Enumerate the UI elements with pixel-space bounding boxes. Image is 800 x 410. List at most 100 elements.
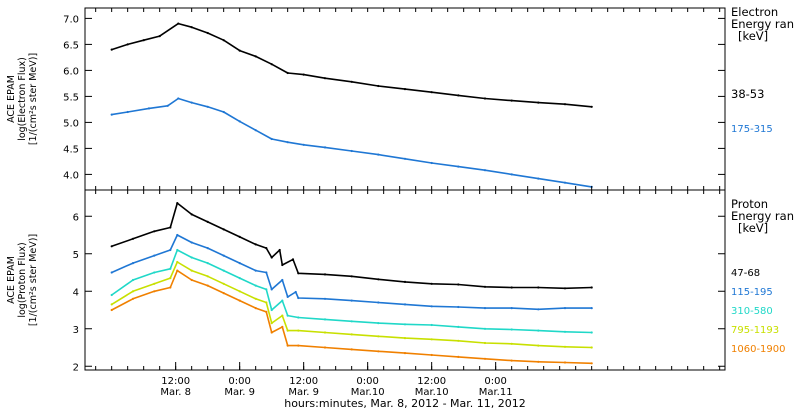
data-point bbox=[265, 271, 268, 274]
legend-title-line: Proton bbox=[731, 197, 768, 211]
data-point bbox=[206, 247, 209, 250]
y-tick-label: 4 bbox=[73, 287, 79, 298]
data-point bbox=[176, 233, 179, 237]
data-point bbox=[590, 362, 593, 365]
data-point bbox=[222, 228, 225, 231]
data-point bbox=[265, 247, 268, 250]
data-point bbox=[190, 101, 193, 104]
data-point bbox=[281, 263, 284, 267]
data-point bbox=[142, 39, 145, 42]
data-point bbox=[457, 283, 460, 286]
y-tick-label: 4.5 bbox=[63, 144, 79, 155]
legend-entry: 795-1193 bbox=[731, 325, 779, 336]
series-line-310-580 bbox=[111, 249, 592, 334]
data-point bbox=[403, 337, 407, 340]
data-point bbox=[238, 299, 241, 302]
data-point bbox=[403, 280, 407, 283]
data-point bbox=[110, 308, 113, 312]
data-point bbox=[457, 94, 460, 97]
data-point bbox=[323, 331, 327, 334]
data-point bbox=[190, 213, 193, 216]
data-point bbox=[281, 325, 284, 328]
legend-entry: 1060-1900 bbox=[731, 344, 786, 355]
data-point bbox=[483, 327, 487, 330]
data-point bbox=[265, 310, 268, 313]
data-point bbox=[377, 84, 380, 88]
y-tick-label: 6.0 bbox=[63, 66, 79, 77]
data-point bbox=[286, 329, 289, 332]
data-point bbox=[169, 286, 172, 289]
data-point bbox=[323, 318, 327, 321]
data-point bbox=[302, 73, 305, 76]
data-point bbox=[222, 254, 225, 257]
data-point bbox=[563, 330, 567, 333]
data-point bbox=[457, 339, 460, 342]
data-point bbox=[110, 48, 113, 51]
data-point bbox=[270, 331, 273, 334]
series-line-175-315 bbox=[111, 97, 592, 188]
data-point bbox=[297, 272, 300, 275]
data-point bbox=[222, 282, 225, 285]
data-point bbox=[206, 31, 209, 35]
data-point bbox=[270, 288, 273, 291]
data-point bbox=[286, 314, 289, 317]
x-tick-date: Mar. 9 bbox=[288, 387, 319, 398]
x-tick-time: 12:00 bbox=[161, 376, 190, 387]
data-point bbox=[297, 329, 300, 332]
data-point bbox=[510, 342, 513, 345]
y-label-rotated: ACE EPAM log(Electron Flux) [1/(cm²s ster … bbox=[6, 53, 39, 145]
data-point bbox=[510, 328, 513, 331]
data-point bbox=[430, 305, 433, 308]
data-point bbox=[110, 293, 113, 297]
data-point bbox=[403, 157, 407, 160]
data-point bbox=[590, 105, 593, 108]
legend-title-line: Electron bbox=[731, 5, 778, 19]
data-point bbox=[254, 243, 257, 246]
y-tick-label: 6 bbox=[73, 212, 79, 223]
data-point bbox=[537, 286, 540, 289]
series-line-795-1193 bbox=[111, 261, 592, 349]
data-point bbox=[350, 333, 353, 336]
data-point bbox=[254, 269, 257, 272]
data-point bbox=[206, 220, 209, 223]
data-point bbox=[294, 290, 297, 294]
data-point bbox=[270, 63, 273, 66]
data-point bbox=[147, 107, 151, 110]
data-point bbox=[110, 271, 113, 274]
data-point bbox=[176, 269, 179, 272]
data-point bbox=[110, 303, 113, 306]
electron-panel: 7.0 6.5 6.0 5.5 5.0 4.5 4.0 ACE EPAM log(Electr… bbox=[6, 5, 794, 191]
data-point bbox=[590, 346, 593, 349]
data-point bbox=[483, 307, 487, 310]
data-point bbox=[254, 129, 257, 132]
data-point bbox=[510, 99, 513, 102]
data-point bbox=[430, 161, 433, 165]
y-tick-label: 5.0 bbox=[63, 118, 79, 129]
data-point bbox=[176, 248, 179, 252]
data-point bbox=[483, 341, 487, 345]
data-point bbox=[350, 275, 353, 278]
x-tick-time: 12:00 bbox=[417, 376, 446, 387]
y-tick-label: 3 bbox=[73, 325, 79, 336]
y-tick-label: 4.0 bbox=[63, 170, 79, 181]
data-point bbox=[190, 278, 193, 282]
x-axis-title: hours:minutes, Mar. 8, 2012 - Mar. 11, 2… bbox=[284, 397, 526, 410]
x-tick-time: 0:00 bbox=[484, 376, 506, 387]
y-tick-label: 7.0 bbox=[63, 14, 79, 25]
legend-entry: 175-315 bbox=[731, 124, 773, 135]
data-point bbox=[323, 346, 327, 349]
legend-entry: 47-68 bbox=[731, 268, 760, 279]
data-point bbox=[169, 248, 172, 252]
data-point bbox=[563, 103, 567, 106]
data-point bbox=[510, 359, 513, 362]
data-point bbox=[377, 301, 380, 304]
x-tick-date: Mar.10 bbox=[415, 387, 449, 398]
data-point bbox=[286, 295, 289, 298]
data-point bbox=[302, 143, 305, 146]
data-point bbox=[297, 296, 300, 300]
data-point bbox=[278, 248, 281, 252]
electron-y-axis-label: ACE EPAM log(Electron Flux) [1/(cm²s ster … bbox=[6, 53, 39, 145]
y-tick-label: 2 bbox=[73, 362, 79, 373]
data-point bbox=[270, 256, 273, 259]
